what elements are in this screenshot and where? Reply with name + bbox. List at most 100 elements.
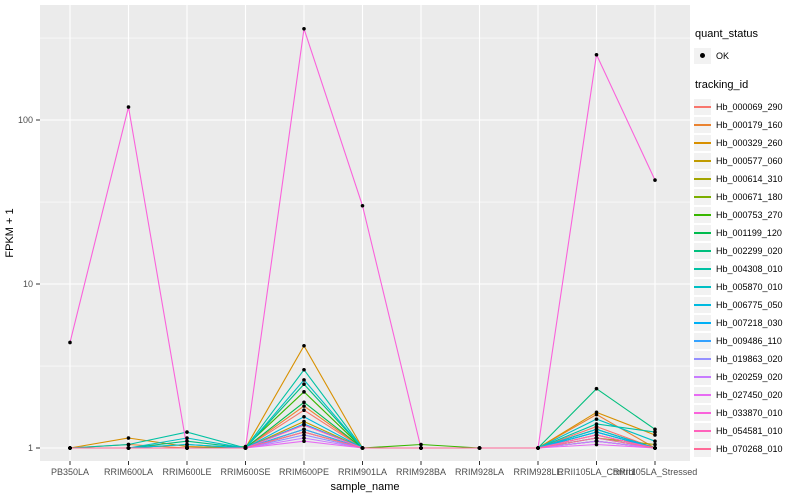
legend-entry-label: Hb_002299_020	[716, 246, 783, 256]
legend-entry-label: Hb_000577_060	[716, 156, 783, 166]
legend-color-line-icon	[694, 448, 711, 450]
data-point	[302, 427, 306, 432]
data-point	[302, 378, 306, 382]
legend-key	[694, 99, 711, 115]
data-point	[594, 424, 599, 429]
legend-entry-Hb_019863_020: Hb_019863_020	[694, 350, 798, 368]
legend-entry-Hb_033870_010: Hb_033870_010	[694, 404, 798, 422]
data-point	[653, 430, 657, 434]
legend-color-line-icon	[694, 160, 711, 162]
legend-key	[694, 117, 711, 133]
data-point	[653, 442, 657, 447]
panel-background	[40, 5, 690, 461]
data-point	[477, 446, 482, 450]
data-point	[126, 442, 131, 447]
legend-color-line-icon	[694, 304, 711, 306]
legend-entry-label: Hb_020259_020	[716, 372, 783, 382]
legend-entry-Hb_004308_010: Hb_004308_010	[694, 260, 798, 278]
legend-entry-label: Hb_000069_290	[716, 102, 783, 112]
legend-entry-label: Hb_000671_180	[716, 192, 783, 202]
data-point	[653, 446, 657, 450]
data-point	[302, 343, 306, 348]
legend-color-line-icon	[694, 196, 711, 198]
legend-key	[694, 333, 711, 349]
x-tick-label: RRIM928BA	[396, 467, 446, 477]
data-point	[185, 446, 189, 450]
legend-entry-Hb_006775_050: Hb_006775_050	[694, 296, 798, 314]
legend-title-quant-status: quant_status	[695, 28, 758, 40]
legend-entry-Hb_000671_180: Hb_000671_180	[694, 188, 798, 206]
legend-color-line-icon	[694, 124, 711, 126]
data-point	[68, 340, 72, 345]
data-point	[594, 430, 599, 434]
legend-tracking-id: tracking_id Hb_000069_290 Hb_000179_160 Hb…	[694, 79, 798, 458]
data-point	[594, 52, 599, 57]
data-point	[302, 26, 306, 31]
data-point	[594, 417, 599, 421]
legend-color-line-icon	[694, 214, 711, 216]
data-point	[185, 430, 189, 434]
data-point	[302, 414, 306, 419]
legend-color-line-icon	[694, 250, 711, 252]
legend-entry-label: Hb_033870_010	[716, 408, 783, 418]
legend-color-line-icon	[694, 142, 711, 144]
legend-quant-status: quant_status OK	[694, 28, 798, 65]
data-point	[419, 446, 423, 450]
data-point	[594, 439, 599, 444]
legend-key	[694, 441, 711, 457]
legend-entry-label: Hb_004308_010	[716, 264, 783, 274]
legend-key	[694, 48, 711, 64]
legend-entry-Hb_000179_160: Hb_000179_160	[694, 116, 798, 134]
data-point	[594, 436, 599, 440]
y-tick-label: 10	[23, 279, 33, 289]
data-point	[302, 436, 306, 440]
data-point	[302, 423, 306, 427]
legend-color-line-icon	[694, 322, 711, 324]
x-tick-label: RRIM901LA	[338, 467, 387, 477]
data-point	[653, 433, 657, 437]
data-point	[302, 439, 306, 444]
legend-entry-Hb_009486_110: Hb_009486_110	[694, 332, 798, 350]
legend-entry-label: Hb_006775_050	[716, 300, 783, 310]
legend-entry-Hb_054581_010: Hb_054581_010	[694, 422, 798, 440]
x-tick-label: RRIM600PE	[279, 467, 329, 477]
x-tick-label: RRIM928LE	[513, 467, 562, 477]
legend-key	[694, 153, 711, 169]
data-point	[68, 446, 72, 450]
data-point	[419, 442, 423, 447]
legend-color-line-icon	[694, 268, 711, 270]
legend-color-line-icon	[694, 178, 711, 180]
legend-key	[694, 135, 711, 151]
data-point	[302, 408, 306, 413]
data-point	[243, 446, 248, 450]
legend-entry-Hb_070268_010: Hb_070268_010	[694, 440, 798, 458]
legend-color-line-icon	[694, 340, 711, 342]
legend-key	[694, 243, 711, 259]
data-point	[302, 419, 306, 424]
legend-tracking-entries: Hb_000069_290 Hb_000179_160 Hb_000329_260 H…	[694, 98, 798, 458]
legend-key	[694, 405, 711, 421]
legend-entry-label: Hb_070268_010	[716, 444, 783, 454]
legend-entry-Hb_020259_020: Hb_020259_020	[694, 368, 798, 386]
data-point	[536, 446, 540, 450]
data-point	[594, 386, 599, 391]
legend: quant_status OK tracking_id Hb_000069_29…	[694, 28, 798, 458]
data-point	[302, 433, 306, 437]
data-point	[302, 367, 306, 372]
ok-point-icon	[700, 53, 705, 58]
data-point	[126, 446, 131, 450]
legend-entry-label: Hb_000614_310	[716, 174, 783, 184]
legend-color-line-icon	[694, 394, 711, 396]
legend-color-line-icon	[694, 376, 711, 378]
legend-key	[694, 297, 711, 313]
data-point	[653, 439, 657, 444]
x-tick-label: RRII105LA_Stressed	[613, 467, 698, 477]
legend-entry-label: Hb_007218_030	[716, 318, 783, 328]
legend-key	[694, 387, 711, 403]
data-point	[360, 203, 365, 208]
legend-entry-quant: OK	[694, 47, 798, 65]
legend-color-line-icon	[694, 232, 711, 234]
x-tick-label: RRIM600SE	[220, 467, 270, 477]
legend-entry-label: Hb_027450_020	[716, 390, 783, 400]
legend-entry-label: Hb_000329_260	[716, 138, 783, 148]
